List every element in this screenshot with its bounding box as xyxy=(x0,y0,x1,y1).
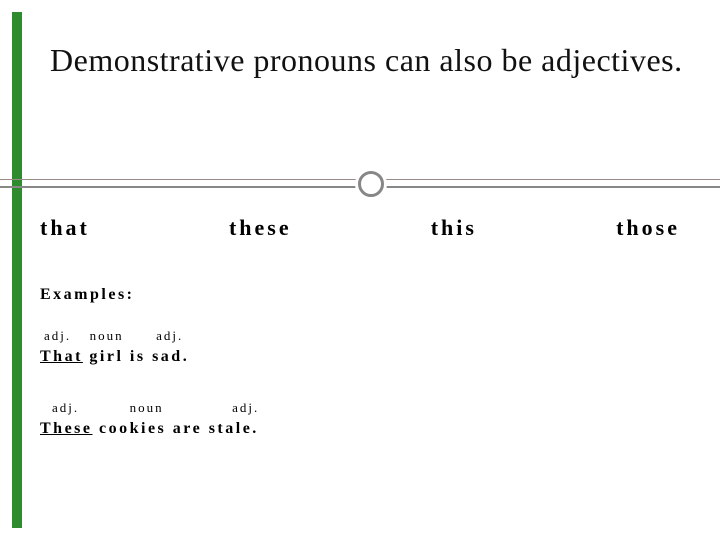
tag-adj: adj. xyxy=(214,400,259,416)
pronoun-those: those xyxy=(616,215,680,241)
tag-noun: noun xyxy=(90,328,124,344)
example-2-tags: adj. noun adj. xyxy=(40,400,259,416)
tag-adj: adj. xyxy=(40,400,79,416)
example-1: adj. noun adj. That girl is sad. xyxy=(40,328,189,366)
title-area: Demonstrative pronouns can also be adjec… xyxy=(50,40,690,80)
pronoun-this: this xyxy=(431,215,477,241)
example-1-sentence: That girl is sad. xyxy=(40,348,189,366)
divider-ring-icon xyxy=(358,171,384,197)
slide-title: Demonstrative pronouns can also be adjec… xyxy=(50,40,690,80)
example-2-sentence: These cookies are stale. xyxy=(40,420,259,438)
sidebar-accent xyxy=(12,12,22,528)
example-2: adj. noun adj. These cookies are stale. xyxy=(40,400,259,438)
example-1-tags: adj. noun adj. xyxy=(40,328,189,344)
pronoun-that: that xyxy=(40,215,90,241)
divider xyxy=(0,171,720,197)
example-2-adj-word: These xyxy=(40,420,93,437)
pronoun-these: these xyxy=(229,215,292,241)
slide: Demonstrative pronouns can also be adjec… xyxy=(0,0,720,540)
tag-noun: noun xyxy=(112,400,164,416)
tag-adj: adj. xyxy=(156,328,183,344)
tag-adj: adj. xyxy=(40,328,71,344)
examples-label: Examples: xyxy=(40,286,135,304)
example-2-rest: cookies are stale. xyxy=(93,420,259,437)
pronoun-row: that these this those xyxy=(40,215,690,241)
example-1-adj-word: That xyxy=(40,348,83,365)
example-1-rest: girl is sad. xyxy=(83,348,189,365)
